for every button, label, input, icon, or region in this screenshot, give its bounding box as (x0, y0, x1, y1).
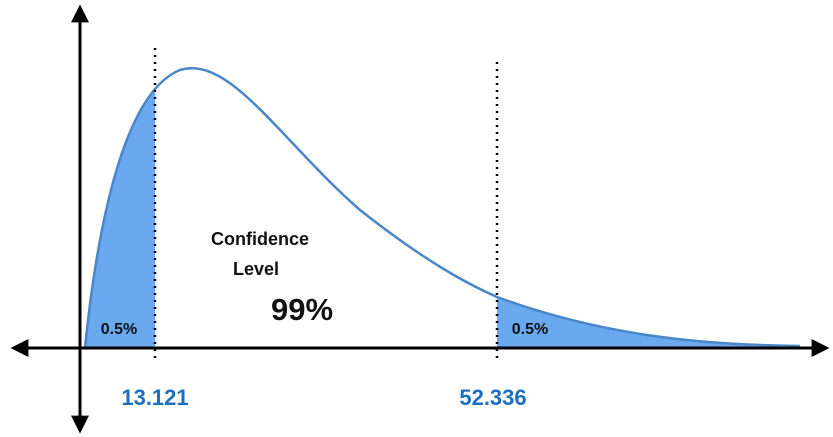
critical-value: 52.336 (459, 385, 526, 410)
tail-label: 0.5% (101, 321, 137, 338)
tail-label: 0.5% (512, 321, 548, 338)
confidence-label: Confidence (211, 229, 309, 249)
confidence-label: Level (233, 259, 279, 279)
confidence-value: 99% (271, 292, 333, 327)
density-curve (83, 67, 801, 349)
critical-value: 13.121 (121, 385, 188, 410)
tail-area (85, 68, 800, 348)
